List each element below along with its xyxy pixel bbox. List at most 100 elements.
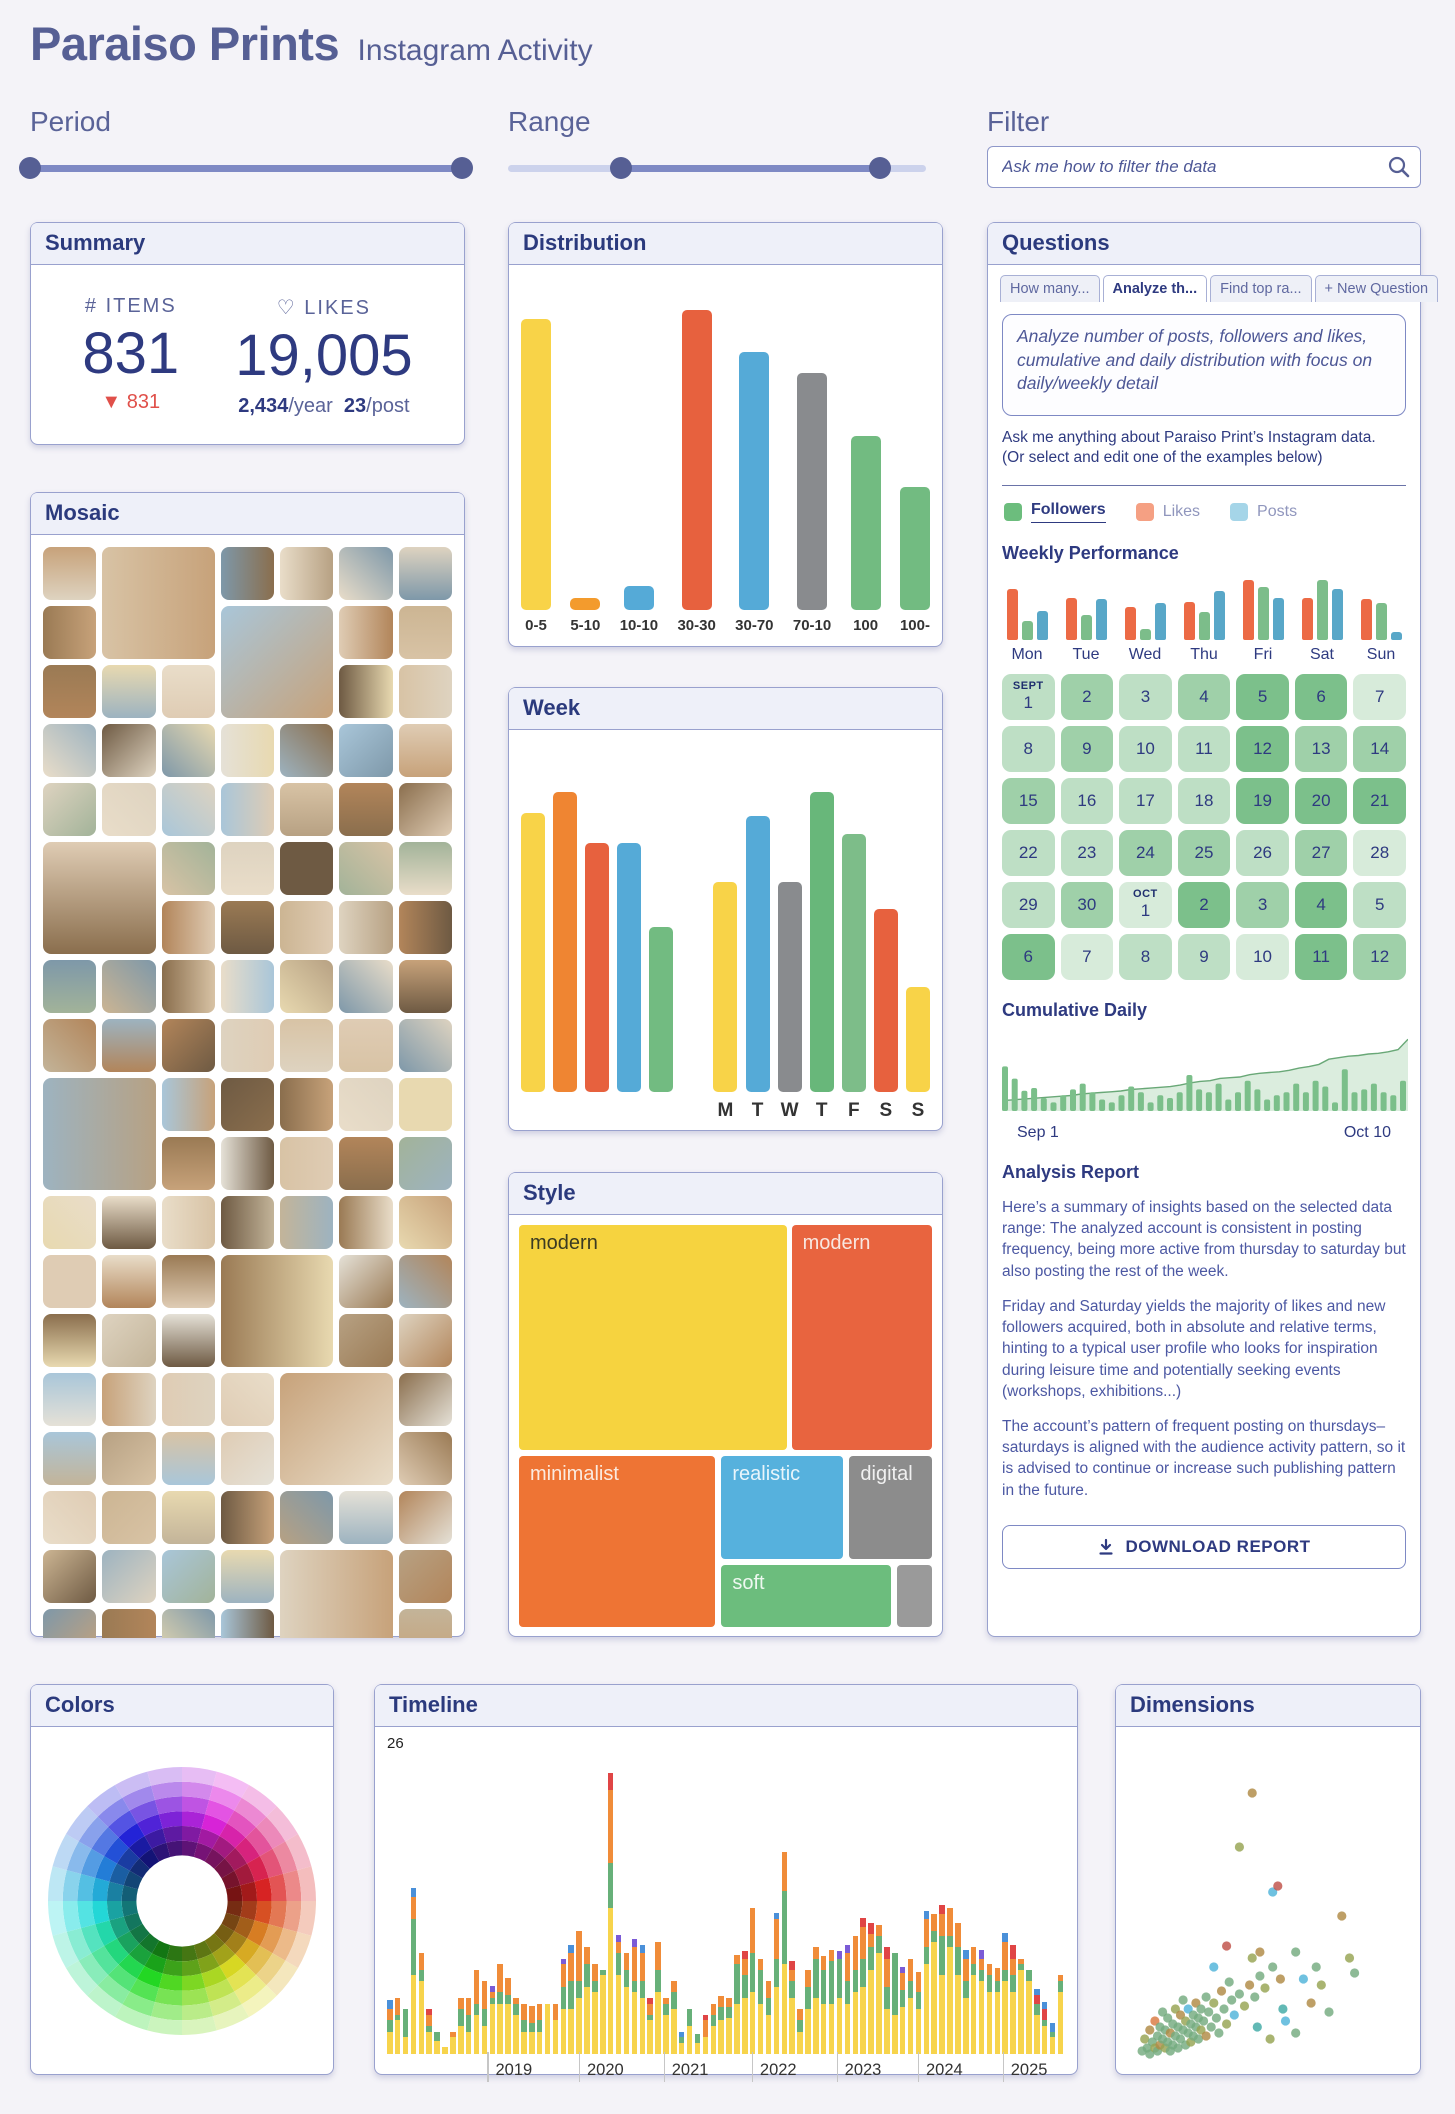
color-wheel-segment[interactable] bbox=[283, 1870, 302, 1901]
range-slider[interactable] bbox=[508, 156, 926, 180]
mosaic-photo-tile[interactable] bbox=[220, 606, 334, 718]
color-wheel-segment[interactable] bbox=[109, 1863, 130, 1886]
question-tab[interactable]: Find top ra... bbox=[1210, 275, 1312, 302]
color-wheel-segment[interactable] bbox=[226, 1964, 256, 1992]
color-wheel-segment[interactable] bbox=[193, 1940, 213, 1960]
calendar-day-cell[interactable]: 3 bbox=[1119, 673, 1172, 720]
color-wheel-segment[interactable] bbox=[129, 1923, 150, 1944]
color-wheel-segment[interactable] bbox=[154, 1796, 182, 1815]
mosaic-photo-tile[interactable] bbox=[280, 783, 334, 836]
mosaic-photo-tile[interactable] bbox=[43, 842, 156, 954]
mosaic-photo-tile[interactable] bbox=[102, 1255, 156, 1308]
calendar-day-cell[interactable]: 21 bbox=[1353, 777, 1406, 824]
color-wheel-segment[interactable] bbox=[91, 1827, 119, 1857]
calendar-day-cell[interactable]: 4 bbox=[1177, 673, 1231, 720]
color-wheel-segment[interactable] bbox=[182, 1945, 198, 1962]
mosaic-photo-tile[interactable] bbox=[339, 606, 393, 659]
color-wheel-segment[interactable] bbox=[226, 1901, 243, 1917]
color-wheel-segment[interactable] bbox=[234, 1863, 255, 1886]
mosaic-photo-tile[interactable] bbox=[43, 1019, 97, 1072]
filter-search-input[interactable] bbox=[987, 146, 1421, 188]
mosaic-photo-tile[interactable] bbox=[161, 665, 215, 718]
mosaic-photo-tile[interactable] bbox=[161, 1609, 215, 1638]
mosaic-photo-tile[interactable] bbox=[280, 960, 334, 1013]
mosaic-photo-tile[interactable] bbox=[102, 960, 156, 1013]
mosaic-photo-tile[interactable] bbox=[220, 1196, 275, 1249]
mosaic-photo-tile[interactable] bbox=[102, 547, 215, 659]
color-wheel-segment[interactable] bbox=[122, 1785, 155, 1811]
color-wheel-segment[interactable] bbox=[147, 2016, 182, 2035]
color-wheel-segment[interactable] bbox=[121, 1901, 138, 1917]
color-wheel-segment[interactable] bbox=[162, 1825, 182, 1843]
color-wheel-segment[interactable] bbox=[254, 1877, 272, 1901]
mosaic-photo-tile[interactable] bbox=[339, 1078, 393, 1131]
mosaic-photo-tile[interactable] bbox=[398, 783, 452, 836]
color-wheel-segment[interactable] bbox=[81, 1848, 105, 1878]
color-wheel-segment[interactable] bbox=[182, 1840, 198, 1857]
color-wheel-segment[interactable] bbox=[151, 1781, 182, 1800]
calendar-day-cell[interactable]: 23 bbox=[1060, 829, 1114, 876]
color-wheel-segment[interactable] bbox=[214, 1923, 235, 1944]
calendar-day-cell[interactable]: 24 bbox=[1119, 829, 1172, 876]
calendar-day-cell[interactable]: OCT 1 bbox=[1119, 881, 1172, 928]
color-wheel-segment[interactable] bbox=[66, 1960, 98, 1996]
color-wheel-segment[interactable] bbox=[221, 1912, 241, 1932]
mosaic-photo-tile[interactable] bbox=[161, 1550, 215, 1603]
color-wheel-segment[interactable] bbox=[106, 1881, 124, 1901]
color-wheel-segment[interactable] bbox=[104, 1938, 129, 1965]
mosaic-photo-tile[interactable] bbox=[398, 1255, 452, 1308]
color-wheel-segment[interactable] bbox=[266, 1806, 298, 1842]
calendar-day-cell[interactable]: 11 bbox=[1177, 725, 1231, 772]
calendar-day-cell[interactable]: 6 bbox=[1294, 673, 1348, 720]
mosaic-photo-tile[interactable] bbox=[102, 1314, 156, 1367]
mosaic-photo-tile[interactable] bbox=[43, 1255, 97, 1308]
calendar-day-cell[interactable]: 20 bbox=[1294, 777, 1348, 824]
color-wheel-segment[interactable] bbox=[197, 1828, 220, 1849]
color-wheel-segment[interactable] bbox=[224, 1931, 247, 1955]
color-wheel-segment[interactable] bbox=[255, 1816, 286, 1849]
mosaic-photo-tile[interactable] bbox=[339, 783, 393, 836]
mosaic-photo-tile[interactable] bbox=[43, 665, 97, 718]
mosaic-photo-tile[interactable] bbox=[339, 1019, 393, 1072]
color-wheel-segment[interactable] bbox=[212, 1836, 236, 1859]
mosaic-photo-tile[interactable] bbox=[220, 1255, 334, 1367]
mosaic-photo-tile[interactable] bbox=[398, 1078, 452, 1131]
calendar-day-cell[interactable]: 3 bbox=[1236, 881, 1289, 928]
mosaic-photo-tile[interactable] bbox=[339, 1137, 393, 1190]
mosaic-photo-tile[interactable] bbox=[161, 783, 215, 836]
color-wheel-segment[interactable] bbox=[272, 1841, 298, 1874]
mosaic-photo-tile[interactable] bbox=[280, 842, 334, 895]
color-wheel-segment[interactable] bbox=[221, 1870, 241, 1890]
mosaic-photo-tile[interactable] bbox=[398, 665, 452, 718]
color-wheel-segment[interactable] bbox=[205, 1978, 235, 2002]
color-wheel-segment[interactable] bbox=[62, 1870, 81, 1901]
color-wheel-segment[interactable] bbox=[139, 1933, 160, 1954]
mosaic-photo-tile[interactable] bbox=[161, 901, 215, 954]
mosaic-photo-tile[interactable] bbox=[398, 1491, 452, 1544]
question-tab[interactable]: How many... bbox=[1000, 275, 1100, 302]
legend-item-likes[interactable]: Likes bbox=[1135, 502, 1200, 521]
question-tab[interactable]: + New Question bbox=[1314, 275, 1439, 302]
mosaic-photo-tile[interactable] bbox=[398, 724, 452, 777]
mosaic-photo-tile[interactable] bbox=[220, 1078, 275, 1131]
mosaic-photo-tile[interactable] bbox=[220, 1550, 275, 1603]
calendar-day-cell[interactable]: 4 bbox=[1294, 881, 1348, 928]
color-wheel-segment[interactable] bbox=[95, 1920, 117, 1946]
mosaic-photo-tile[interactable] bbox=[43, 606, 97, 659]
color-wheel-segment[interactable] bbox=[182, 1973, 206, 1991]
mosaic-photo-tile[interactable] bbox=[339, 724, 393, 777]
mosaic-photo-tile[interactable] bbox=[398, 606, 452, 659]
calendar-day-cell[interactable]: 12 bbox=[1236, 725, 1289, 772]
color-wheel-segment[interactable] bbox=[247, 1856, 269, 1882]
color-wheel-segment[interactable] bbox=[129, 1978, 159, 2002]
legend-item-followers[interactable]: Followers bbox=[1004, 501, 1106, 523]
mosaic-photo-tile[interactable] bbox=[161, 1432, 215, 1485]
color-wheel-segment[interactable] bbox=[226, 1810, 256, 1838]
calendar-day-cell[interactable]: 10 bbox=[1119, 725, 1172, 772]
color-wheel-segment[interactable] bbox=[92, 1901, 110, 1925]
color-wheel-segment[interactable] bbox=[115, 2004, 152, 2031]
mosaic-photo-tile[interactable] bbox=[161, 960, 215, 1013]
color-wheel-segment[interactable] bbox=[182, 1796, 210, 1815]
calendar-day-cell[interactable]: 9 bbox=[1060, 725, 1114, 772]
calendar-day-cell[interactable]: 5 bbox=[1353, 881, 1406, 928]
